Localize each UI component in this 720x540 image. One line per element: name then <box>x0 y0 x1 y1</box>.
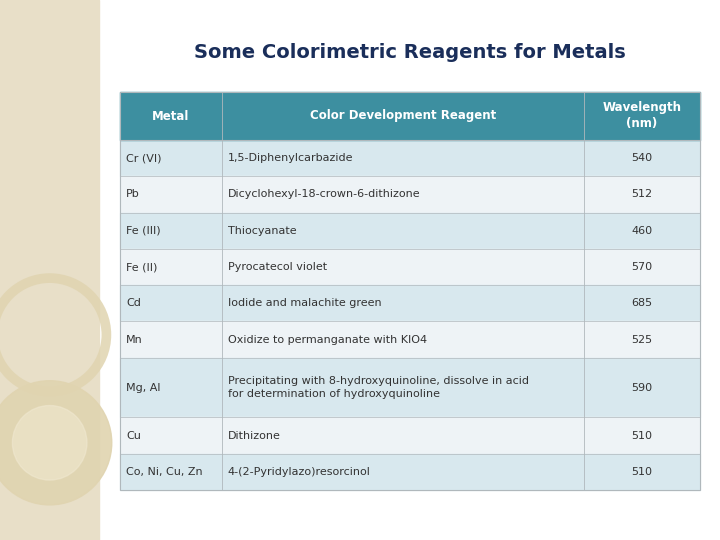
Text: 590: 590 <box>631 382 652 393</box>
Text: Mn: Mn <box>126 335 143 345</box>
Text: Some Colorimetric Reagents for Metals: Some Colorimetric Reagents for Metals <box>194 43 626 62</box>
Bar <box>120 249 700 285</box>
Bar <box>120 176 700 213</box>
Bar <box>120 358 700 417</box>
Text: 1,5-Diphenylcarbazide: 1,5-Diphenylcarbazide <box>228 153 353 163</box>
Text: Color Development Reagent: Color Development Reagent <box>310 110 496 123</box>
Text: 510: 510 <box>631 430 652 441</box>
Text: 512: 512 <box>631 190 652 199</box>
Bar <box>120 213 700 249</box>
Bar <box>120 321 700 358</box>
Bar <box>120 285 700 321</box>
Bar <box>120 417 700 454</box>
Text: Fe (II): Fe (II) <box>126 262 158 272</box>
Text: Wavelength
(nm): Wavelength (nm) <box>603 102 682 131</box>
Text: 540: 540 <box>631 153 652 163</box>
Bar <box>0 0 99 540</box>
Bar <box>120 92 700 490</box>
Text: Pyrocatecol violet: Pyrocatecol violet <box>228 262 327 272</box>
Text: Metal: Metal <box>152 110 189 123</box>
Text: 685: 685 <box>631 298 652 308</box>
Text: 525: 525 <box>631 335 652 345</box>
Text: 4-(2-Pyridylazo)resorcinol: 4-(2-Pyridylazo)resorcinol <box>228 467 370 477</box>
Text: Iodide and malachite green: Iodide and malachite green <box>228 298 381 308</box>
Text: Cd: Cd <box>126 298 141 308</box>
Text: 510: 510 <box>631 467 652 477</box>
Text: Pb: Pb <box>126 190 140 199</box>
Circle shape <box>12 406 87 480</box>
Text: Cr (VI): Cr (VI) <box>126 153 161 163</box>
Bar <box>120 92 700 140</box>
Text: 570: 570 <box>631 262 652 272</box>
Bar <box>120 140 700 176</box>
Text: Co, Ni, Cu, Zn: Co, Ni, Cu, Zn <box>126 467 202 477</box>
Text: Dicyclohexyl-18-crown-6-dithizone: Dicyclohexyl-18-crown-6-dithizone <box>228 190 420 199</box>
Text: Dithizone: Dithizone <box>228 430 280 441</box>
Text: Cu: Cu <box>126 430 141 441</box>
Circle shape <box>0 381 112 505</box>
Text: 460: 460 <box>631 226 652 236</box>
Text: Fe (III): Fe (III) <box>126 226 161 236</box>
Text: Oxidize to permanganate with KIO4: Oxidize to permanganate with KIO4 <box>228 335 427 345</box>
Bar <box>120 454 700 490</box>
Text: Precipitating with 8-hydroxyquinoline, dissolve in acid
for determination of hyd: Precipitating with 8-hydroxyquinoline, d… <box>228 376 528 399</box>
Text: Thiocyanate: Thiocyanate <box>228 226 296 236</box>
Text: Mg, Al: Mg, Al <box>126 382 161 393</box>
